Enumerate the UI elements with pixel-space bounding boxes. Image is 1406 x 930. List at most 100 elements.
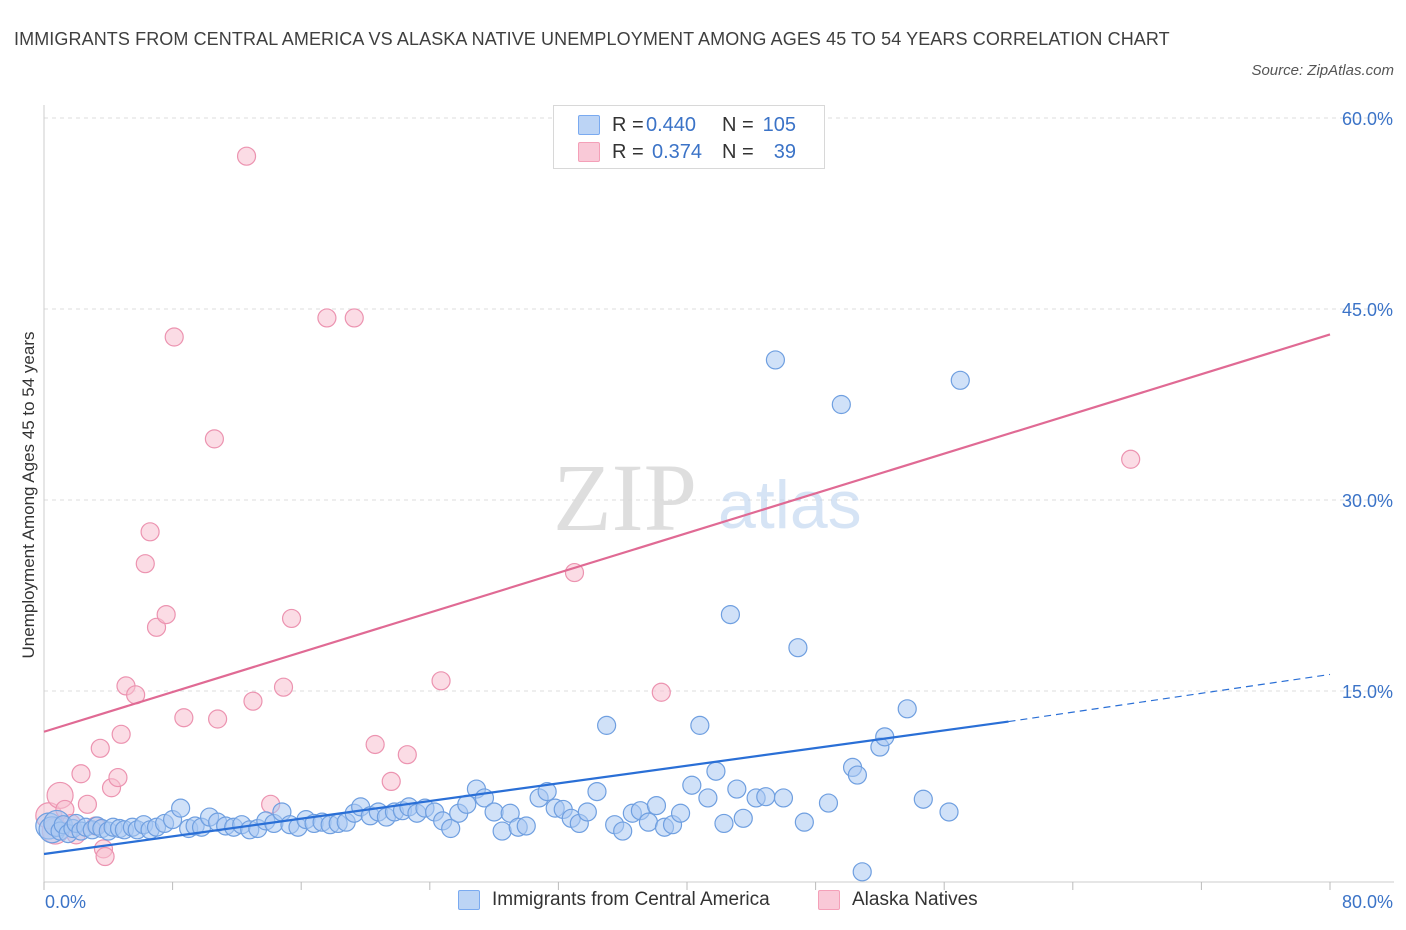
bottom-legend-blue: Immigrants from Central America xyxy=(458,889,770,911)
legend-r-label: R = xyxy=(612,113,644,136)
y-tick-label: 45.0% xyxy=(1342,300,1393,320)
grid-lines xyxy=(44,117,1394,692)
data-point xyxy=(95,846,115,867)
data-point xyxy=(1121,449,1141,469)
data-point xyxy=(670,803,691,823)
legend-row-blue: R = 0.440 N = 105 xyxy=(578,113,796,137)
data-point xyxy=(204,429,224,449)
axes xyxy=(43,105,1394,890)
legend-r-label: R = xyxy=(612,140,644,163)
data-point xyxy=(77,794,98,814)
data-point xyxy=(852,862,872,882)
data-point xyxy=(646,795,667,816)
trend-line-central-america xyxy=(43,720,1009,856)
x-tick-label: 80.0% xyxy=(1342,892,1393,912)
trend-line-central-america-extension xyxy=(1008,673,1331,723)
chart-title: IMMIGRANTS FROM CENTRAL AMERICA VS ALASK… xyxy=(14,29,1170,49)
data-point xyxy=(208,709,228,729)
data-point xyxy=(831,394,851,415)
data-point xyxy=(236,146,257,166)
data-point xyxy=(788,638,808,658)
data-point xyxy=(164,327,184,347)
data-point xyxy=(682,775,702,795)
bottom-legend-swatch-blue xyxy=(458,890,480,910)
data-point xyxy=(706,761,726,781)
data-point xyxy=(135,554,155,574)
series-central-america xyxy=(35,350,970,882)
data-point xyxy=(690,715,710,735)
legend-n-label: N = xyxy=(722,113,754,136)
data-point xyxy=(564,562,585,583)
data-point xyxy=(897,699,917,719)
data-point xyxy=(441,818,461,839)
data-point xyxy=(587,781,607,802)
bottom-legend-label-blue: Immigrants from Central America xyxy=(492,889,770,910)
data-point xyxy=(638,812,659,832)
legend-swatch-blue xyxy=(578,115,600,135)
data-point xyxy=(727,779,747,799)
y-tick-label: 60.0% xyxy=(1342,109,1393,129)
data-point xyxy=(577,802,597,822)
data-point xyxy=(698,788,718,808)
source-note: Source: ZipAtlas.com xyxy=(1251,62,1394,79)
data-point xyxy=(108,767,128,788)
bottom-legend-swatch-pink xyxy=(818,890,840,910)
trend-lines xyxy=(43,333,1331,856)
data-point xyxy=(714,813,734,834)
watermark-zip: ZIP xyxy=(553,444,697,551)
data-point xyxy=(516,816,536,836)
x-tick-label: 0.0% xyxy=(45,892,86,912)
data-point xyxy=(613,821,633,841)
legend-r-value: 0.374 xyxy=(652,140,703,163)
y-tick-labels: 15.0% 30.0% 45.0% 60.0% xyxy=(1342,109,1393,702)
bottom-legend-label-pink: Alaska Natives xyxy=(852,889,978,910)
y-tick-label: 30.0% xyxy=(1342,491,1393,511)
data-point xyxy=(273,677,294,697)
data-point xyxy=(756,787,776,807)
legend-row-pink: R = 0.374 N = 39 xyxy=(578,140,796,164)
data-point xyxy=(913,789,933,809)
bottom-legend: Immigrants from Central America Alaska N… xyxy=(0,889,1406,915)
y-axis-label: Unemployment Among Ages 45 to 54 years xyxy=(19,332,38,659)
data-point xyxy=(71,764,91,784)
data-point xyxy=(174,708,194,728)
data-point xyxy=(90,738,110,758)
data-point xyxy=(111,724,131,744)
data-point xyxy=(733,808,753,828)
data-point xyxy=(156,604,176,625)
data-point xyxy=(651,682,671,702)
watermark: ZIP atlas xyxy=(553,444,862,551)
data-point xyxy=(317,308,337,328)
data-point xyxy=(765,350,786,370)
data-point xyxy=(597,715,617,735)
data-point xyxy=(365,734,385,755)
data-point xyxy=(243,691,263,711)
data-point xyxy=(818,793,839,813)
y-tick-label: 15.0% xyxy=(1342,682,1393,702)
data-point xyxy=(397,745,417,765)
legend-r-value: 0.440 xyxy=(646,113,697,136)
data-point xyxy=(140,522,160,542)
data-point xyxy=(381,771,401,792)
data-point xyxy=(847,765,867,785)
data-point xyxy=(950,370,970,390)
legend-swatch-pink xyxy=(578,142,600,162)
legend-n-label: N = xyxy=(722,140,754,163)
data-point xyxy=(794,812,814,832)
data-point xyxy=(344,308,364,328)
data-point xyxy=(171,798,191,818)
x-tick-labels: 0.0% 80.0% xyxy=(45,892,1393,912)
trend-line-alaska-natives xyxy=(43,333,1331,733)
data-point xyxy=(773,788,794,808)
watermark-atlas: atlas xyxy=(718,467,862,543)
bottom-legend-pink: Alaska Natives xyxy=(818,889,978,911)
data-point xyxy=(146,617,167,637)
data-point xyxy=(720,604,741,625)
data-point xyxy=(537,781,557,802)
data-point xyxy=(431,671,451,691)
data-point xyxy=(939,802,959,822)
data-point xyxy=(484,802,504,822)
legend-n-value: 105 xyxy=(762,113,796,136)
data-point xyxy=(281,608,302,629)
